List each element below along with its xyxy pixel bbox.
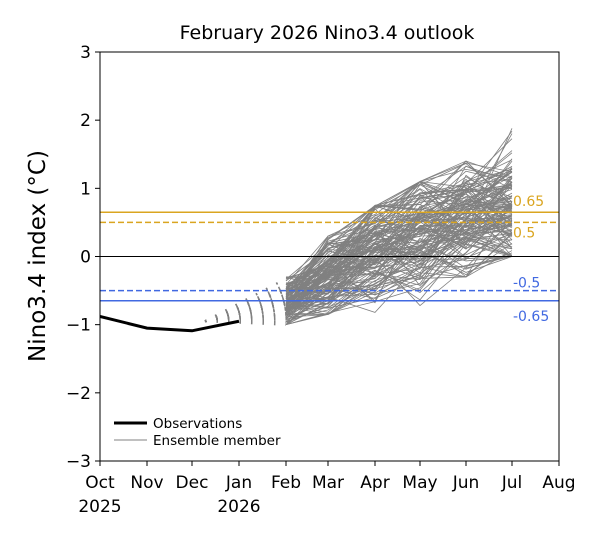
reference-line-label: 0.5 <box>513 225 535 241</box>
ensemble-member-line <box>285 162 513 305</box>
legend-observations-label: Observations <box>153 416 242 432</box>
observations-line <box>100 315 240 333</box>
ensemble-transition-dotted-line <box>204 298 287 323</box>
ensemble-member-line <box>285 168 513 288</box>
ensemble-member-line <box>285 163 513 286</box>
ensemble-member-line <box>285 192 513 291</box>
ensemble-member-line <box>285 222 513 309</box>
y-axis-label: Nino3.4 index (°C) <box>25 150 51 362</box>
y-tick-label: 1 <box>80 179 91 199</box>
y-tick-label: 3 <box>80 43 91 63</box>
ensemble-member-line <box>285 188 513 305</box>
ensemble-member-line <box>285 189 513 308</box>
ensemble-member-line <box>285 177 513 318</box>
x-tick-label: Oct <box>85 473 115 493</box>
ensemble-transition-dotted-line <box>204 296 287 323</box>
ensemble-member-line <box>285 208 513 302</box>
x-tick-label: Jan <box>225 473 252 493</box>
ensemble-member-line <box>285 234 513 320</box>
x-tick-label: Nov <box>130 473 163 493</box>
ensemble-member-line <box>285 204 513 302</box>
ensemble-member-line <box>285 219 513 298</box>
y-tick-label: −1 <box>66 316 91 336</box>
plot-inner <box>100 128 559 333</box>
x-tick-label: May <box>402 473 437 493</box>
ensemble-member-line <box>285 185 513 290</box>
x-tick-year-label: 2025 <box>78 497 121 517</box>
ensemble-member-line <box>285 256 513 326</box>
x-tick-year-label: 2026 <box>217 497 260 517</box>
reference-line-label: -0.5 <box>513 276 540 292</box>
ensemble-transition <box>204 277 287 326</box>
ensemble-member-line <box>285 205 513 301</box>
reference-line-label: 0.65 <box>513 194 544 210</box>
chart-title: February 2026 Nino3.4 outlook <box>180 22 475 44</box>
ensemble-member-line <box>285 150 513 290</box>
ensemble-member-line <box>285 213 513 326</box>
ensemble-member-line <box>285 133 513 281</box>
ensemble-member-line <box>285 224 513 305</box>
y-tick-label: −2 <box>66 384 91 404</box>
ensemble-member-line <box>285 232 513 312</box>
ensemble-member-line <box>285 230 513 313</box>
y-tick-label: −3 <box>66 452 91 472</box>
ensemble-member-line <box>285 197 513 300</box>
ensemble-transition-dotted-line <box>204 302 287 323</box>
x-tick-label: Jun <box>452 473 480 493</box>
ensemble-member-line <box>285 189 513 300</box>
ensemble-members <box>285 128 513 326</box>
ensemble-member-line <box>285 240 513 326</box>
x-tick-label: Feb <box>271 473 301 493</box>
legend-ensemble-label: Ensemble member <box>153 433 281 449</box>
y-tick-label: 2 <box>80 111 91 131</box>
x-tick-label: Apr <box>360 473 389 493</box>
y-tick-label: 0 <box>80 248 91 268</box>
x-tick-label: Dec <box>176 473 209 493</box>
x-tick-label: Mar <box>312 473 344 493</box>
ensemble-member-line <box>285 219 513 323</box>
reference-line-label: -0.65 <box>513 309 549 325</box>
legend: Observations Ensemble member <box>114 416 281 449</box>
ensemble-member-line <box>285 214 513 300</box>
ensemble-member-line <box>285 218 513 300</box>
x-tick-label: Aug <box>542 473 575 493</box>
x-tick-label: Jul <box>501 473 523 493</box>
ensemble-member-line <box>285 160 513 287</box>
ensemble-member-line <box>285 170 513 287</box>
